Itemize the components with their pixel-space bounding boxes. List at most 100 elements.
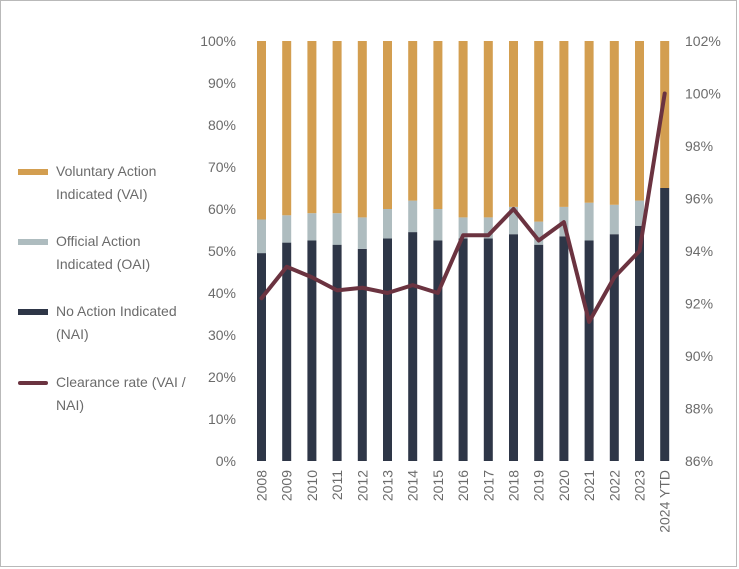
y-left-tick-80pct: 80%: [208, 117, 236, 133]
bar-nai-2024-ytd: [660, 188, 670, 461]
bar-nai-2018: [509, 234, 518, 461]
x-tick-2019: 2019: [531, 470, 547, 501]
bar-vai-2014: [408, 41, 418, 201]
bar-vai-2024-ytd: [660, 41, 670, 188]
bar-oai-2021: [584, 202, 594, 241]
bar-oai-2010: [307, 213, 317, 241]
y-left-tick-0pct: 0%: [216, 453, 236, 469]
y-left-tick-100pct: 100%: [200, 33, 236, 49]
bar-nai-2011: [332, 244, 342, 461]
bar-vai-2013: [383, 41, 392, 209]
bar-nai-2010: [307, 240, 317, 461]
x-tick-2018: 2018: [506, 470, 522, 501]
legend-label-vai-line1: Voluntary Action: [56, 163, 157, 179]
y-right-tick-96pct: 96%: [685, 191, 713, 207]
legend-swatch-vai: [18, 169, 48, 175]
x-tick-2013: 2013: [380, 470, 396, 501]
x-tick-2012: 2012: [354, 470, 370, 501]
legend-label-oai-line2: Indicated (OAI): [56, 256, 151, 272]
x-tick-2008: 2008: [254, 470, 270, 501]
legend-line-clearance: [18, 381, 48, 385]
bar-oai-2011: [332, 213, 342, 245]
legend-label-clearance-line2: NAI): [56, 397, 84, 413]
legend-label-nai-line2: (NAI): [56, 326, 89, 342]
x-tick-2017: 2017: [480, 470, 496, 501]
bar-vai-2009: [282, 41, 292, 216]
y-left-tick-40pct: 40%: [208, 285, 236, 301]
bar-vai-2010: [307, 41, 317, 214]
y-left-tick-30pct: 30%: [208, 327, 236, 343]
bar-nai-2014: [408, 232, 418, 461]
bar-oai-2019: [534, 221, 544, 245]
bar-oai-2012: [357, 217, 367, 249]
bar-oai-2014: [408, 200, 418, 233]
x-tick-2010: 2010: [304, 470, 320, 501]
bar-vai-2015: [433, 41, 443, 209]
legend-swatch-oai: [18, 239, 48, 245]
x-tick-2014: 2014: [405, 470, 421, 501]
bar-oai-2017: [483, 217, 493, 239]
y-right-tick-86pct: 86%: [685, 453, 713, 469]
legend-label-oai-line1: Official Action: [56, 233, 141, 249]
bar-oai-2009: [282, 215, 292, 243]
x-tick-2016: 2016: [455, 470, 471, 501]
bar-nai-2013: [383, 238, 392, 461]
bar-vai-2022: [609, 41, 619, 205]
bar-oai-2013: [383, 209, 392, 239]
bar-vai-2016: [458, 41, 468, 218]
bar-vai-2012: [357, 41, 367, 218]
bar-nai-2022: [609, 234, 619, 461]
bar-nai-2015: [433, 240, 443, 461]
y-right-tick-94pct: 94%: [685, 243, 713, 259]
y-right-tick-90pct: 90%: [685, 348, 713, 364]
bar-nai-2008: [257, 253, 266, 461]
x-tick-2009: 2009: [279, 470, 295, 501]
bar-nai-2019: [534, 244, 544, 461]
bar-oai-2016: [458, 217, 468, 239]
y-left-tick-10pct: 10%: [208, 411, 236, 427]
bar-vai-2011: [332, 41, 342, 214]
legend-label-clearance-line1: Clearance rate (VAI /: [56, 374, 186, 390]
bar-oai-2022: [609, 204, 619, 235]
y-right-tick-92pct: 92%: [685, 296, 713, 312]
legend-swatch-nai: [18, 309, 48, 315]
bar-vai-2019: [534, 41, 544, 222]
bar-nai-2020: [559, 236, 569, 461]
y-right-tick-100pct: 100%: [685, 86, 721, 102]
x-tick-2020: 2020: [556, 470, 572, 501]
y-left-tick-60pct: 60%: [208, 201, 236, 217]
bar-nai-2012: [357, 248, 367, 461]
bar-nai-2017: [483, 238, 493, 461]
x-tick-2023: 2023: [632, 470, 648, 501]
y-right-tick-98pct: 98%: [685, 138, 713, 154]
x-tick-2015: 2015: [430, 470, 446, 501]
bar-vai-2023: [635, 41, 644, 201]
clearance-rate-line: [259, 91, 667, 324]
y-right-tick-88pct: 88%: [685, 401, 713, 417]
bar-oai-2015: [433, 209, 443, 241]
y-left-tick-20pct: 20%: [208, 369, 236, 385]
bar-oai-2023: [635, 200, 644, 226]
x-tick-2024-ytd: 2024 YTD: [657, 470, 673, 533]
bar-nai-2021: [584, 240, 594, 461]
bar-vai-2021: [584, 41, 594, 203]
bar-nai-2009: [282, 242, 292, 461]
bar-vai-2017: [483, 41, 493, 218]
bar-oai-2018: [509, 206, 518, 235]
legend-label-vai-line2: Indicated (VAI): [56, 186, 148, 202]
bar-vai-2018: [509, 41, 518, 207]
legend-label-nai-line1: No Action Indicated: [56, 303, 177, 319]
x-tick-2021: 2021: [581, 470, 597, 501]
y-left-tick-50pct: 50%: [208, 243, 236, 259]
y-left-tick-90pct: 90%: [208, 75, 236, 91]
x-tick-2011: 2011: [329, 470, 345, 500]
bar-vai-2020: [559, 41, 569, 207]
y-right-tick-102pct: 102%: [685, 33, 721, 49]
bar-oai-2008: [257, 219, 266, 254]
bar-nai-2016: [458, 238, 468, 461]
bar-nai-2023: [635, 225, 644, 461]
x-tick-2022: 2022: [606, 470, 622, 501]
bar-vai-2008: [257, 41, 266, 220]
